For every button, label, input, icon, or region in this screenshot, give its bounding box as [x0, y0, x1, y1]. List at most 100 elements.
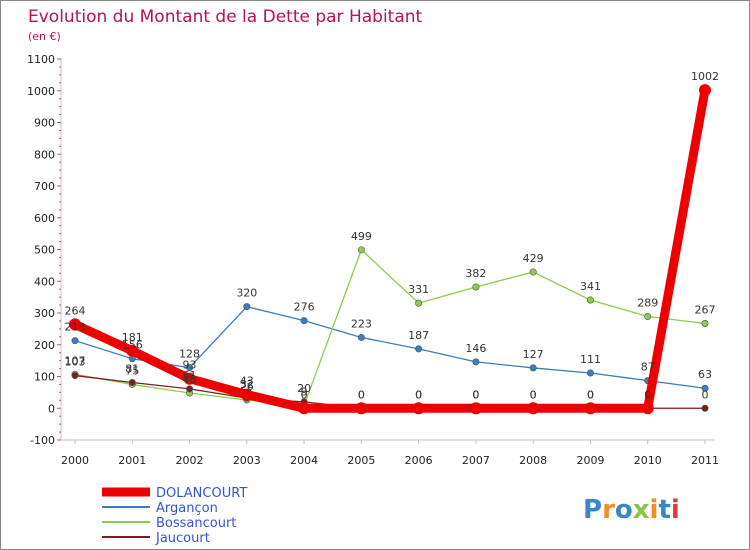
data-label-3: 103	[65, 356, 86, 369]
series-point-2	[644, 312, 652, 320]
data-label-3: 0	[587, 388, 594, 401]
y-tick-label: 1000	[27, 85, 55, 98]
legend-label-2: Bossancourt	[156, 516, 236, 531]
logo-letter: o	[615, 495, 633, 525]
chart-subtitle: (en €)	[28, 30, 61, 43]
data-label-2: 499	[351, 230, 372, 243]
series-point-0	[126, 344, 139, 357]
data-label-1: 63	[698, 368, 712, 381]
x-tick-label: 2002	[176, 454, 204, 467]
series-point-2	[529, 268, 537, 276]
x-tick-label: 2006	[405, 454, 433, 467]
series-point-0	[527, 402, 540, 415]
y-tick-label: 400	[34, 275, 55, 288]
legend-label-1: Argançon	[156, 501, 218, 516]
y-tick-label: 500	[34, 244, 55, 257]
series-point-0	[355, 402, 368, 415]
data-label-1: 156	[122, 339, 143, 352]
logo-letter: x	[633, 495, 650, 525]
data-label-0: 1002	[691, 70, 719, 83]
series-point-2	[472, 283, 480, 291]
data-label-0: 0	[358, 388, 365, 401]
proxiti-logo: Proxiti	[583, 495, 680, 525]
data-label-0: 0	[472, 388, 479, 401]
y-tick-label: 700	[34, 180, 55, 193]
series-point-1	[186, 364, 194, 372]
data-label-0: 0	[644, 388, 651, 401]
data-label-2: 107	[65, 354, 86, 367]
data-label-0: 0	[587, 388, 594, 401]
logo-letter: r	[602, 495, 615, 525]
data-label-3: 0	[472, 388, 479, 401]
data-label-2: 267	[695, 303, 716, 316]
series-point-1	[529, 364, 537, 372]
data-label-2: 26	[240, 380, 254, 393]
data-label-2: 429	[523, 252, 544, 265]
x-tick-label: 2007	[462, 454, 490, 467]
y-tick-label: 0	[48, 402, 55, 415]
series-point-1	[300, 317, 308, 325]
logo-text: Proxiti	[583, 495, 680, 525]
data-label-0: 264	[65, 304, 86, 317]
series-point-2	[586, 296, 594, 304]
y-tick-label: -100	[30, 434, 55, 447]
x-tick-label: 2001	[118, 454, 146, 467]
data-label-2: 331	[408, 283, 429, 296]
data-label-1: 146	[465, 342, 486, 355]
series-point-0	[412, 402, 425, 415]
data-label-2: 382	[465, 267, 486, 280]
x-tick-label: 2003	[233, 454, 261, 467]
data-label-3: 0	[702, 388, 709, 401]
data-label-3: 0	[358, 388, 365, 401]
data-label-3: 32	[240, 378, 254, 391]
data-label-0: 43	[240, 375, 254, 388]
series-layer	[69, 84, 711, 415]
logo-letter: i	[671, 495, 680, 525]
series-point-0	[699, 84, 711, 97]
data-label-3: 61	[183, 369, 197, 382]
series-line-0	[70, 85, 710, 413]
data-label-1: 223	[351, 317, 372, 330]
series-point-1	[472, 358, 480, 366]
data-label-3: 0	[530, 388, 537, 401]
y-tick-label: 100	[34, 371, 55, 384]
series-point-2	[701, 319, 709, 327]
data-label-0: 0	[301, 388, 308, 401]
y-tick-label: 900	[34, 117, 55, 130]
axes: -100010020030040050060070080090010001100…	[27, 53, 719, 467]
legend-label-3: Jaucourt	[155, 531, 210, 546]
data-label-0: 0	[415, 388, 422, 401]
x-tick-label: 2004	[290, 454, 318, 467]
series-point-0	[469, 402, 482, 415]
y-tick-label: 200	[34, 339, 55, 352]
series-point-0	[69, 318, 81, 331]
series-point-0	[584, 402, 597, 415]
data-label-3: 81	[125, 363, 139, 376]
series-point-3	[186, 385, 194, 393]
x-tick-label: 2009	[576, 454, 604, 467]
series-point-1	[243, 303, 251, 311]
series-point-0	[240, 388, 253, 401]
data-label-1: 127	[523, 348, 544, 361]
series-point-2	[357, 246, 365, 254]
series-point-0	[183, 372, 196, 385]
logo-letter: i	[650, 495, 659, 525]
data-label-1: 128	[179, 348, 200, 361]
data-label-0: 0	[530, 388, 537, 401]
legend-label-0: DOLANCOURT	[156, 486, 247, 501]
x-tick-label: 2011	[691, 454, 719, 467]
series-point-1	[71, 337, 79, 345]
chart-title: Evolution du Montant de la Dette par Hab…	[28, 7, 423, 27]
series-point-3	[71, 372, 79, 380]
series-line-2	[74, 249, 706, 407]
y-tick-label: 800	[34, 148, 55, 161]
data-label-1: 187	[408, 329, 429, 342]
data-label-2: 289	[637, 296, 658, 309]
series-point-1	[701, 384, 709, 392]
series-point-0	[641, 402, 654, 415]
series-point-1	[357, 333, 365, 341]
